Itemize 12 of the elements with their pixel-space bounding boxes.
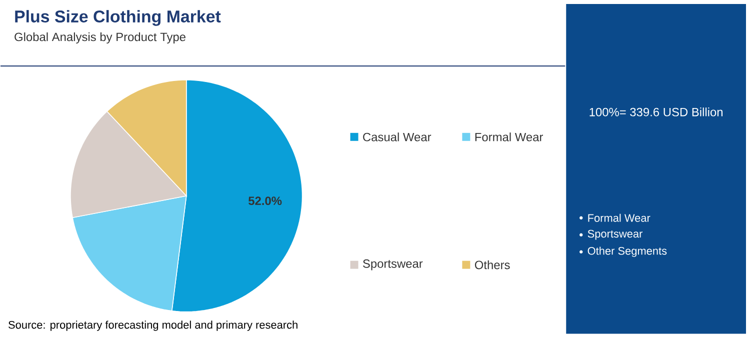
legend-label: Sportswear <box>363 260 423 270</box>
legend-label: Others <box>474 260 510 270</box>
text: Formal Wear <box>588 214 650 222</box>
chart-title: Plus Size Clothing Market <box>15 10 221 26</box>
data-label: 52.0% <box>248 196 282 206</box>
text: Sportswear <box>588 230 643 240</box>
legend-label: Formal Wear <box>475 132 543 142</box>
text: 100%= 339.6 USD Billion <box>590 108 722 116</box>
source-note: Source: proprietary forecasting model and primary research <box>8 320 298 331</box>
text: Other Segments <box>588 246 667 258</box>
legend-label: Casual Wear <box>363 132 432 142</box>
chart-subtitle: Global Analysis by Product Type <box>14 32 186 44</box>
